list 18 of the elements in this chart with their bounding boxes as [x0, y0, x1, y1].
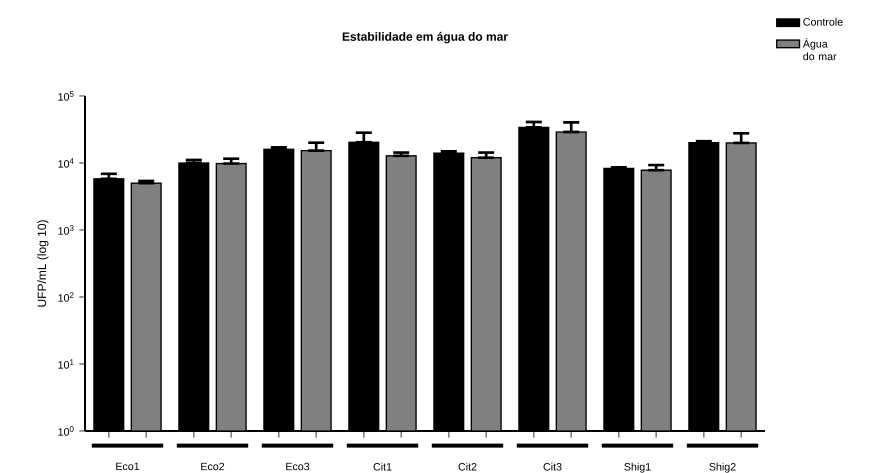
x-tick-label: Cit2: [458, 462, 476, 471]
x-tick-label: Eco1: [116, 462, 140, 470]
chart-title: Estabilidade em água do mar: [342, 32, 508, 44]
y-tick-label: 10$^{2}$: [58, 292, 74, 302]
x-tick-label: Cit3: [544, 462, 562, 471]
y-tick-label: 10$^{1}$: [58, 359, 74, 369]
x-tick-label: Shig1: [624, 462, 651, 473]
y-axis-title: UFP/mL (log 10): [37, 220, 48, 307]
legend-label: Controle: [803, 18, 843, 26]
y-tick-label: 10$^{5}$: [58, 91, 74, 101]
y-tick-label: 10$^{3}$: [58, 225, 74, 235]
x-tick-label: Shig2: [709, 462, 736, 473]
x-tick-label: Cit1: [374, 462, 392, 471]
x-tick-label: Eco2: [201, 462, 224, 470]
y-tick-label: 10$^{4}$: [58, 158, 74, 168]
x-tick-label: Eco3: [286, 462, 310, 470]
legend-label: Água do mar: [802, 38, 836, 60]
y-tick-label: 10$^{0}$: [58, 426, 74, 436]
